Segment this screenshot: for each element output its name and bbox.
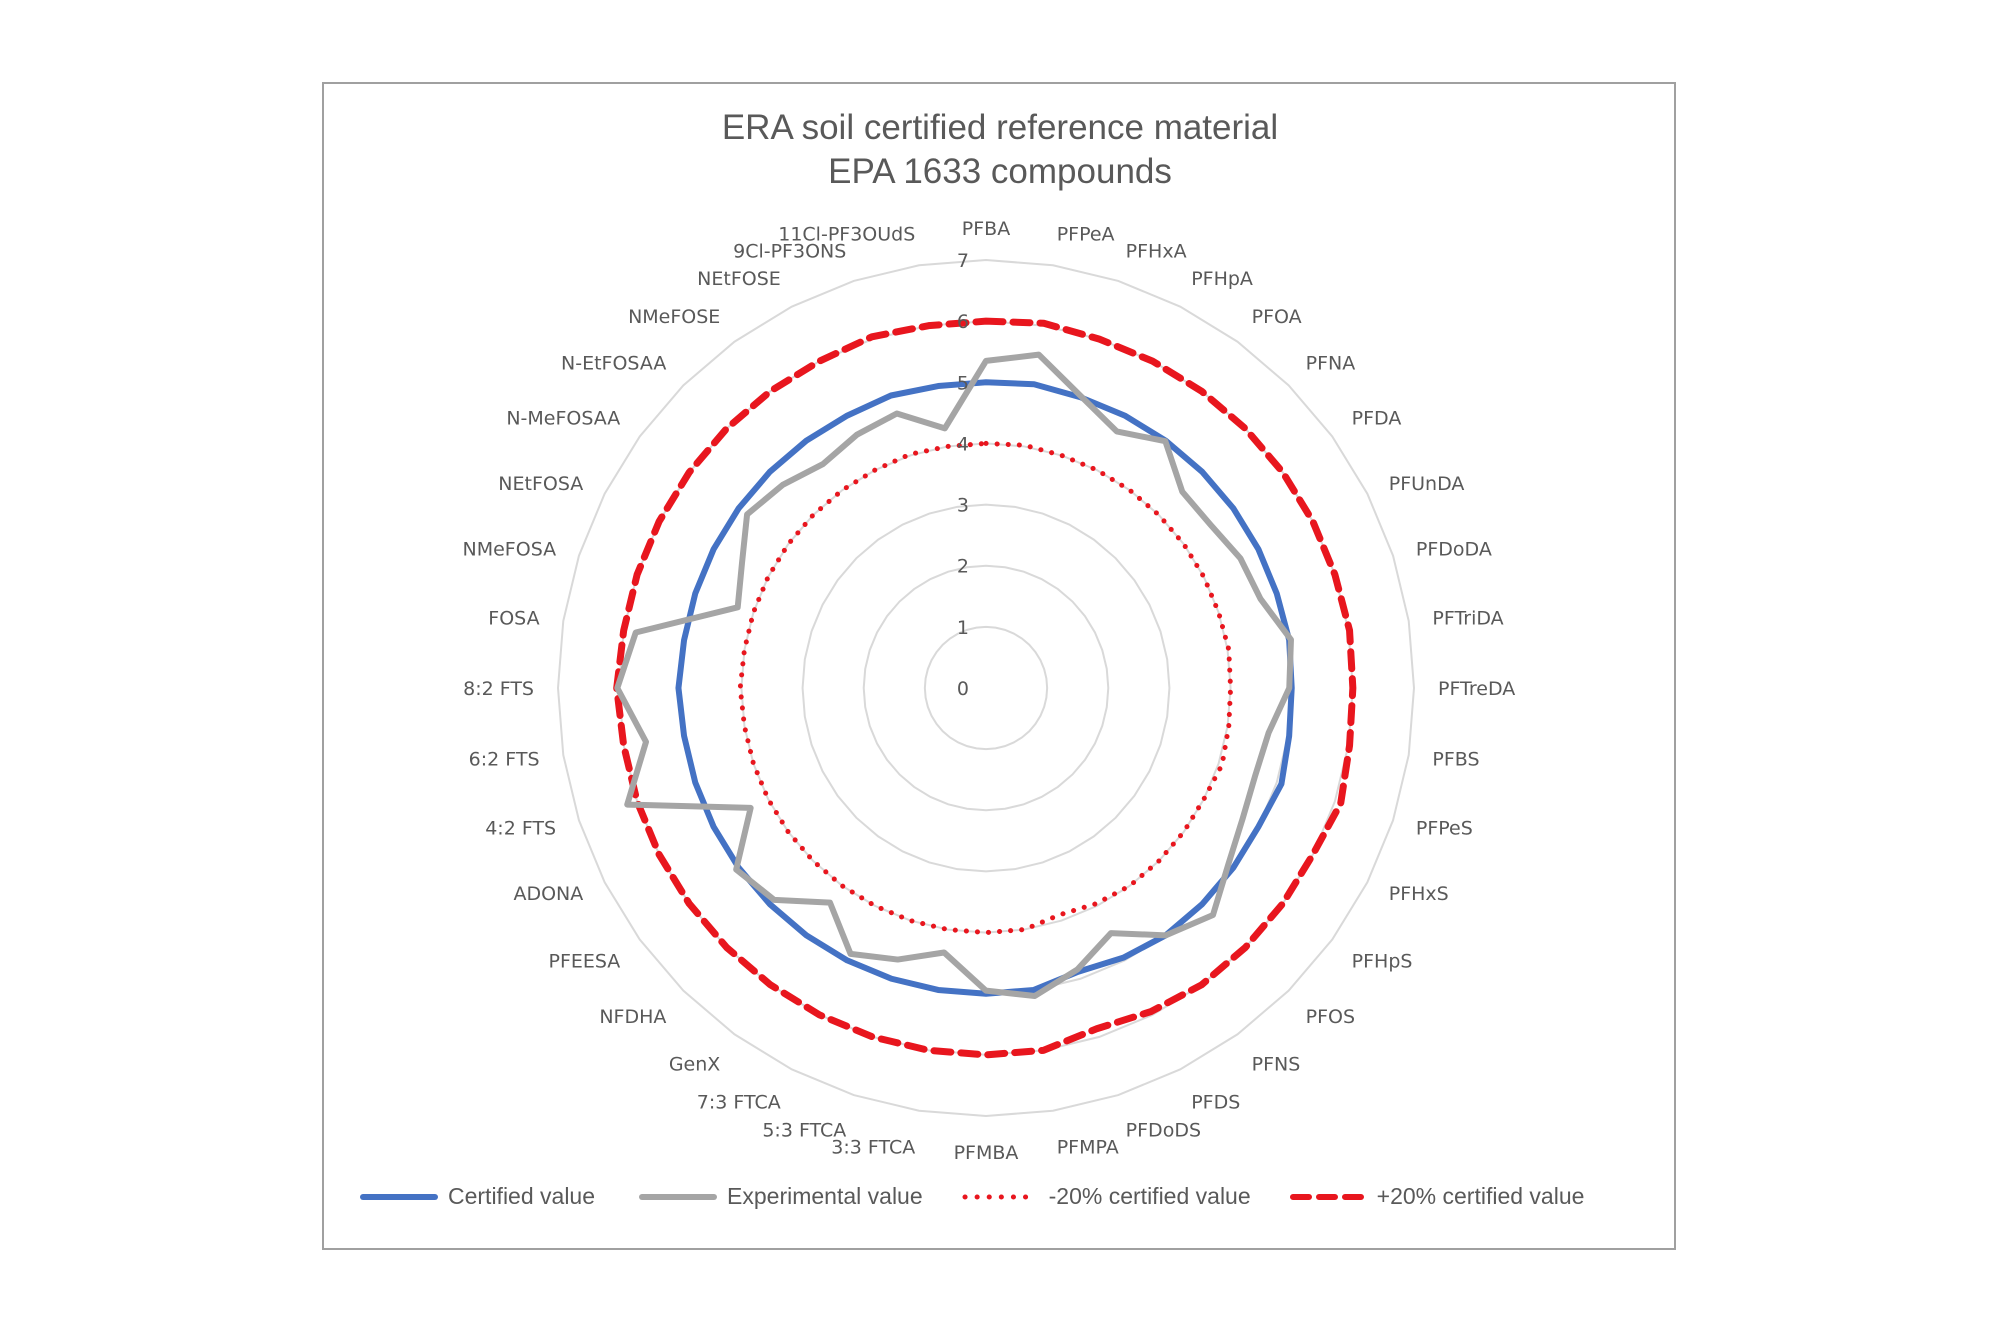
category-label: PFMBA <box>954 1142 1019 1164</box>
category-label: PFHpA <box>1191 268 1253 290</box>
category-label: N-MeFOSAA <box>506 408 620 430</box>
radial-tick-label: 7 <box>957 250 969 272</box>
category-label: PFOS <box>1306 1006 1355 1028</box>
category-label: N-EtFOSAA <box>561 353 666 375</box>
radial-tick-label: 0 <box>957 678 969 700</box>
radial-tick-label: 1 <box>957 617 969 639</box>
chart-title-line-2: EPA 1633 compounds <box>828 152 1172 191</box>
category-label: 3:3 FTCA <box>831 1136 915 1158</box>
category-label: PFPeS <box>1416 818 1473 840</box>
category-label: ADONA <box>513 883 583 905</box>
category-label: PFUnDA <box>1389 473 1465 495</box>
legend-label: Experimental value <box>727 1182 923 1209</box>
legend-item-minus-20[interactable]: -20% certified value <box>961 1183 1251 1210</box>
category-label: 8:2 FTS <box>463 678 534 700</box>
radial-tick-label: 4 <box>957 433 969 455</box>
category-label: 11Cl-PF3OUdS <box>778 224 915 246</box>
category-label: PFBS <box>1432 749 1479 771</box>
category-label: PFDA <box>1352 408 1402 430</box>
gridline-ring <box>801 503 1171 873</box>
category-label: PFHxA <box>1126 241 1187 263</box>
series-experimental-value[interactable] <box>614 351 1294 999</box>
gridline-ring <box>618 320 1354 1056</box>
category-label: PFDS <box>1191 1091 1240 1113</box>
category-label: PFOA <box>1252 306 1302 328</box>
category-label: PFMPA <box>1057 1136 1119 1158</box>
category-label: 5:3 FTCA <box>762 1119 846 1141</box>
series-20-certified-value[interactable] <box>613 317 1357 1059</box>
category-label: 7:3 FTCA <box>697 1091 781 1113</box>
legend-item-certified[interactable]: Certified value <box>360 1183 595 1210</box>
legend-swatch-solid-gray-icon <box>639 1194 718 1200</box>
category-label: GenX <box>669 1053 720 1075</box>
series-certified-value[interactable] <box>675 379 1295 997</box>
category-label: 4:2 FTS <box>485 818 556 840</box>
legend-label: Certified value <box>448 1182 596 1209</box>
gridline-ring <box>679 381 1293 995</box>
legend-label: -20% certified value <box>1048 1182 1251 1209</box>
category-label: NEtFOSA <box>498 473 583 495</box>
category-label: PFHxS <box>1389 883 1449 905</box>
gridline-ring <box>862 564 1110 812</box>
category-label: PFPeA <box>1057 224 1115 246</box>
series-20-certified-value[interactable] <box>737 440 1234 936</box>
category-label: 9Cl-PF3ONS <box>733 241 846 263</box>
category-label: PFTriDA <box>1432 607 1503 629</box>
category-label: NFDHA <box>599 1006 666 1028</box>
chart-title: ERA soil certified reference material EP… <box>0 106 2000 194</box>
category-label: PFEESA <box>549 951 621 973</box>
series-layer <box>613 317 1357 1059</box>
category-label: PFNS <box>1252 1053 1301 1075</box>
category-label: 6:2 FTS <box>469 749 540 771</box>
radial-tick-label: 6 <box>957 311 969 333</box>
legend-swatch-dotted-red-icon <box>962 1194 1039 1200</box>
category-label: NMeFOSA <box>463 538 557 560</box>
legend-item-experimental[interactable]: Experimental value <box>639 1183 923 1210</box>
category-label: NMeFOSE <box>628 306 720 328</box>
category-label: PFNA <box>1306 353 1356 375</box>
category-label: PFDoDA <box>1416 538 1492 560</box>
category-label: PFHpS <box>1352 951 1413 973</box>
gridline-ring <box>923 625 1049 751</box>
chart-title-line-1: ERA soil certified reference material <box>721 108 1279 147</box>
gridline-ring <box>556 258 1416 1118</box>
radial-tick-label: 3 <box>957 495 969 517</box>
legend-item-plus-20[interactable]: +20% certified value <box>1289 1182 1585 1210</box>
category-label: PFDoDS <box>1126 1119 1201 1141</box>
category-label: FOSA <box>488 607 539 629</box>
category-label: PFTreDA <box>1438 678 1515 700</box>
legend-swatch-solid-blue-icon <box>360 1194 438 1200</box>
radial-tick-label: 5 <box>957 372 969 394</box>
radial-tick-label: 2 <box>957 556 969 578</box>
category-label: PFBA <box>962 218 1010 240</box>
legend-label: +20% certified value <box>1376 1182 1585 1209</box>
radial-axis-ticks: 0 1 2 3 4 5 6 7 <box>957 250 969 700</box>
legend-swatch-dashed-red-icon <box>1289 1194 1367 1200</box>
category-label: NEtFOSE <box>697 268 781 290</box>
legend: Certified value Experimental value -20% … <box>360 1178 1622 1214</box>
